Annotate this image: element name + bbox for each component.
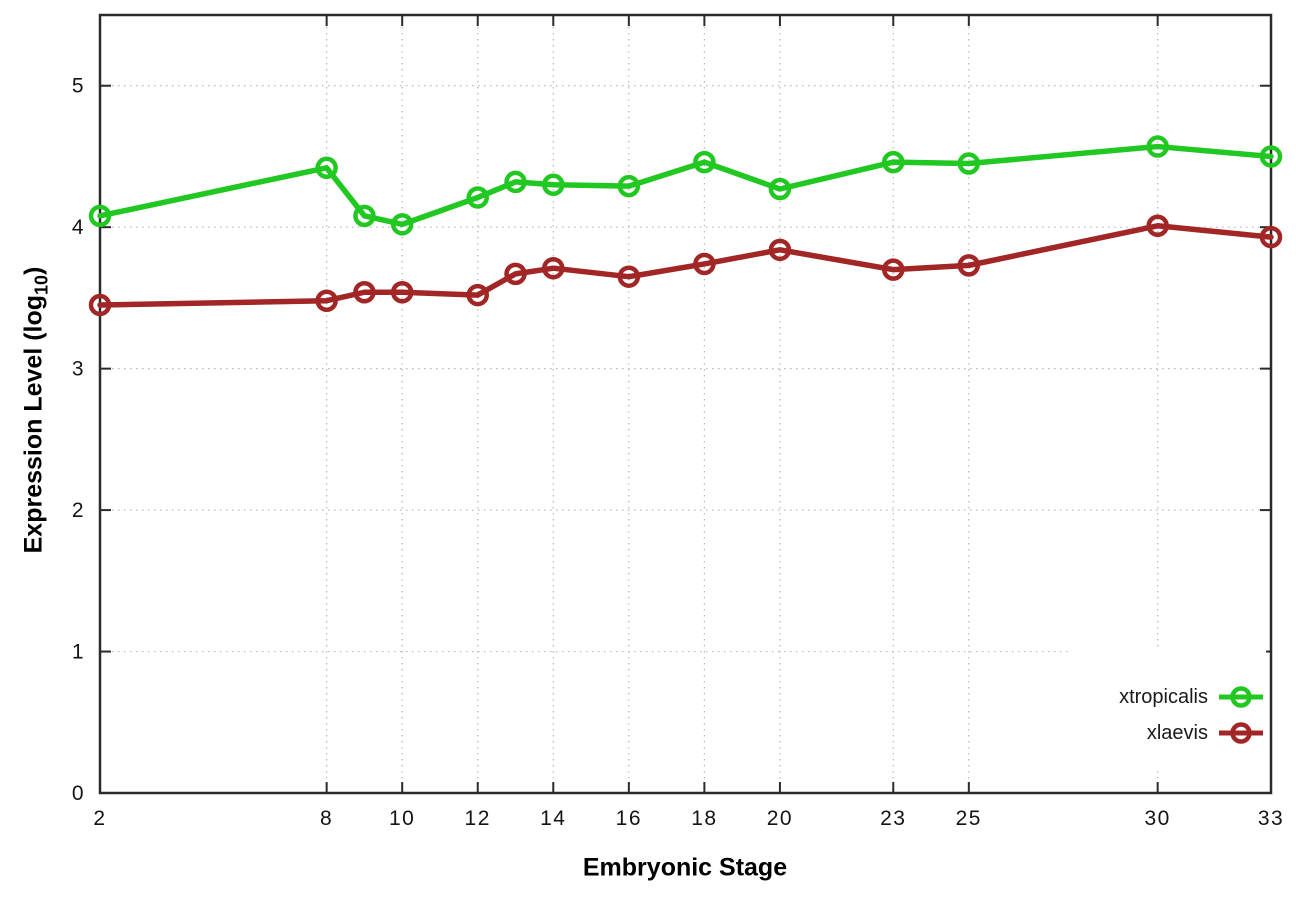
legend-item-xlaevis: xlaevis: [1147, 720, 1264, 746]
data-point: [1259, 145, 1283, 168]
legend-item-xtropicalis: xtropicalis: [1119, 684, 1264, 710]
data-point: [504, 262, 527, 286]
series-markers-xlaevis: [88, 214, 1283, 317]
data-point: [693, 150, 716, 174]
legend-label-xlaevis: xlaevis: [1146, 722, 1208, 744]
x-axis-title: Embryonic Stage: [582, 853, 788, 882]
data-point: [390, 281, 414, 304]
series-markers-xtropicalis: [88, 135, 1283, 236]
data-point: [466, 186, 489, 209]
data-point: [693, 252, 716, 276]
x-tick-label: 8: [320, 807, 333, 830]
data-point: [1146, 135, 1169, 158]
x-tick-label: 2: [93, 807, 106, 830]
data-point: [1146, 214, 1169, 238]
x-tick-label: 23: [880, 807, 906, 830]
xlaevis-line-marker-icon: [1219, 722, 1263, 744]
data-point: [353, 281, 376, 304]
legend: xtropicalis xlaevis: [1070, 648, 1266, 768]
y-axis-title: Expression Level (log10): [20, 267, 53, 554]
data-point: [88, 293, 112, 317]
data-point: [542, 256, 565, 280]
x-tick-label: 33: [1258, 807, 1284, 830]
y-axis-title-subscript: 10: [31, 274, 52, 295]
data-point: [1259, 225, 1283, 249]
data-point: [957, 152, 981, 175]
x-tick-label: 14: [540, 807, 566, 830]
y-axis-title-text: Expression Level (log: [19, 294, 48, 554]
y-tick-label: 2: [72, 499, 85, 522]
data-point: [882, 258, 905, 281]
data-point: [315, 156, 338, 180]
x-tick-label: 20: [767, 807, 793, 830]
legend-label-xtropicalis: xtropicalis: [1119, 686, 1208, 708]
series-line-xlaevis: [97, 223, 1274, 308]
series-line-xtropicalis: [97, 143, 1274, 228]
x-tick-label: 18: [691, 807, 717, 830]
data-point: [542, 173, 565, 196]
x-tick-label: 16: [616, 807, 642, 830]
x-tick-labels: 2 8 10 12 14 16 18 20 23 25 30 33: [93, 807, 1284, 830]
y-tick-labels: 0 1 2 3 4 5: [72, 75, 85, 805]
data-point: [88, 204, 112, 228]
plot-border: [98, 13, 1273, 795]
y-tick-label: 3: [72, 358, 85, 381]
data-point: [390, 213, 414, 236]
data-point: [768, 238, 792, 262]
data-point: [768, 177, 792, 201]
y-tick-label: 5: [72, 75, 85, 98]
y-tick-label: 4: [72, 216, 85, 239]
data-point: [466, 283, 489, 307]
data-point: [882, 150, 905, 174]
data-point: [504, 170, 527, 194]
x-tick-label: 12: [465, 807, 491, 830]
xtropicalis-line-marker-icon: [1219, 686, 1263, 708]
x-tick-label: 10: [389, 807, 415, 830]
data-point: [353, 204, 376, 228]
y-tick-label: 1: [72, 641, 85, 664]
y-tick-label: 0: [72, 782, 85, 805]
data-point: [617, 265, 641, 288]
x-tick-label: 30: [1144, 807, 1170, 830]
data-point: [617, 174, 641, 198]
y-axis-title-close: ): [19, 266, 48, 275]
data-point: [957, 254, 981, 277]
data-point: [315, 289, 338, 312]
x-tick-label: 25: [956, 807, 982, 830]
